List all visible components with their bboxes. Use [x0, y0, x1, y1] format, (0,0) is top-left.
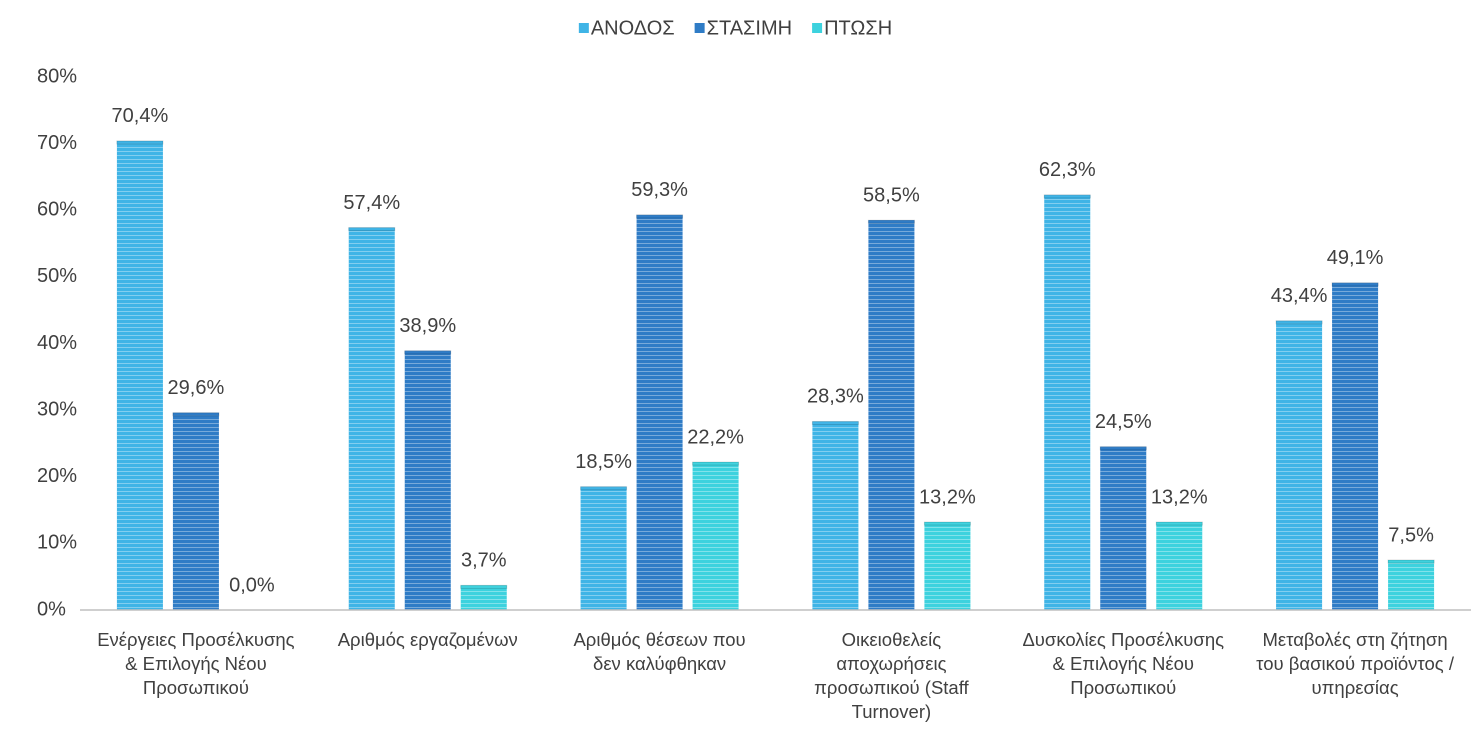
x-tick-label: Αριθμός εργαζομένων [337, 629, 518, 650]
legend-label: ΑΝΟΔΟΣ [591, 17, 675, 39]
bar-stripes [868, 220, 915, 610]
value-label: 22,2% [687, 426, 744, 448]
bar-top [348, 227, 396, 232]
y-tick-label: 40% [37, 332, 77, 354]
y-tick-label: 20% [37, 465, 77, 487]
y-tick-label: 50% [37, 265, 77, 287]
bar-top [1275, 320, 1323, 325]
bar-stripes [404, 350, 451, 610]
value-label: 13,2% [1151, 486, 1208, 508]
y-tick-label: 70% [37, 132, 77, 154]
value-label: 3,7% [461, 550, 507, 572]
legend-label: ΣΤΑΣΙΜΗ [707, 17, 792, 39]
value-label: 43,4% [1271, 285, 1328, 307]
bar-stripes [580, 486, 627, 610]
value-label: 7,5% [1388, 524, 1434, 546]
bar-stripes [1156, 522, 1203, 610]
bar-stripes [460, 585, 507, 610]
bar-top [1099, 446, 1147, 451]
bar-top [1387, 559, 1435, 564]
value-label: 58,5% [863, 185, 920, 207]
value-label: 0,0% [229, 574, 275, 596]
bar-stripes [1100, 446, 1147, 610]
bar-top [636, 214, 684, 219]
bar-stripes [172, 412, 219, 610]
bar-top [867, 219, 915, 224]
y-tick-label: 80% [37, 65, 77, 87]
bar-top [1331, 282, 1379, 287]
bar-stripes [1044, 194, 1091, 610]
value-label: 57,4% [343, 192, 400, 214]
bar-top [172, 412, 220, 417]
bar-stripes [812, 421, 859, 610]
bar-top [116, 140, 164, 145]
value-label: 29,6% [168, 377, 225, 399]
y-tick-label: 10% [37, 532, 77, 554]
value-label: 28,3% [807, 386, 864, 408]
x-tick-label: Ενέργειες Προσέλκυσης & Επιλογής Νέου Πρ… [97, 629, 295, 698]
value-label: 49,1% [1327, 247, 1384, 269]
value-label: 18,5% [575, 451, 632, 473]
bar-top [811, 420, 859, 425]
bar-top [460, 584, 508, 589]
y-tick-label: 0% [37, 598, 66, 620]
bar-top [1155, 521, 1203, 526]
x-tick-label: Οικειοθελείς αποχωρήσεις προσωπικού (Sta… [814, 629, 969, 722]
x-tick-label: Μεταβολές στη ζήτηση του βασικού προϊόντ… [1256, 629, 1454, 698]
legend-label: ΠΤΩΣΗ [824, 17, 892, 39]
bar-top [1043, 194, 1091, 199]
value-label: 62,3% [1039, 159, 1096, 181]
value-label: 13,2% [919, 486, 976, 508]
bar-stripes [636, 214, 683, 610]
bar-stripes [1276, 320, 1323, 610]
bar-stripes [692, 462, 739, 610]
bar-top [923, 521, 971, 526]
value-label: 59,3% [631, 179, 688, 201]
bar-stripes [1332, 282, 1379, 610]
value-label: 38,9% [399, 315, 456, 337]
bar-top [580, 486, 628, 491]
bar-stripes [924, 522, 971, 610]
bar-stripes [116, 140, 163, 610]
value-label: 70,4% [112, 105, 169, 127]
legend-swatch [812, 23, 823, 33]
y-tick-label: 60% [37, 199, 77, 221]
bar-top [404, 350, 452, 355]
bar-stripes [1388, 560, 1435, 610]
bar-stripes [348, 227, 395, 610]
y-tick-label: 30% [37, 398, 77, 420]
bar-top [692, 461, 740, 466]
x-tick-label: Δυσκολίες Προσέλκυσης & Επιλογής Νέου Πρ… [1022, 629, 1225, 698]
legend-swatch [578, 23, 589, 33]
value-label: 24,5% [1095, 411, 1152, 433]
x-tick-label: Αριθμός θέσεων που δεν καλύφθηκαν [573, 629, 746, 674]
legend-swatch [694, 23, 705, 33]
